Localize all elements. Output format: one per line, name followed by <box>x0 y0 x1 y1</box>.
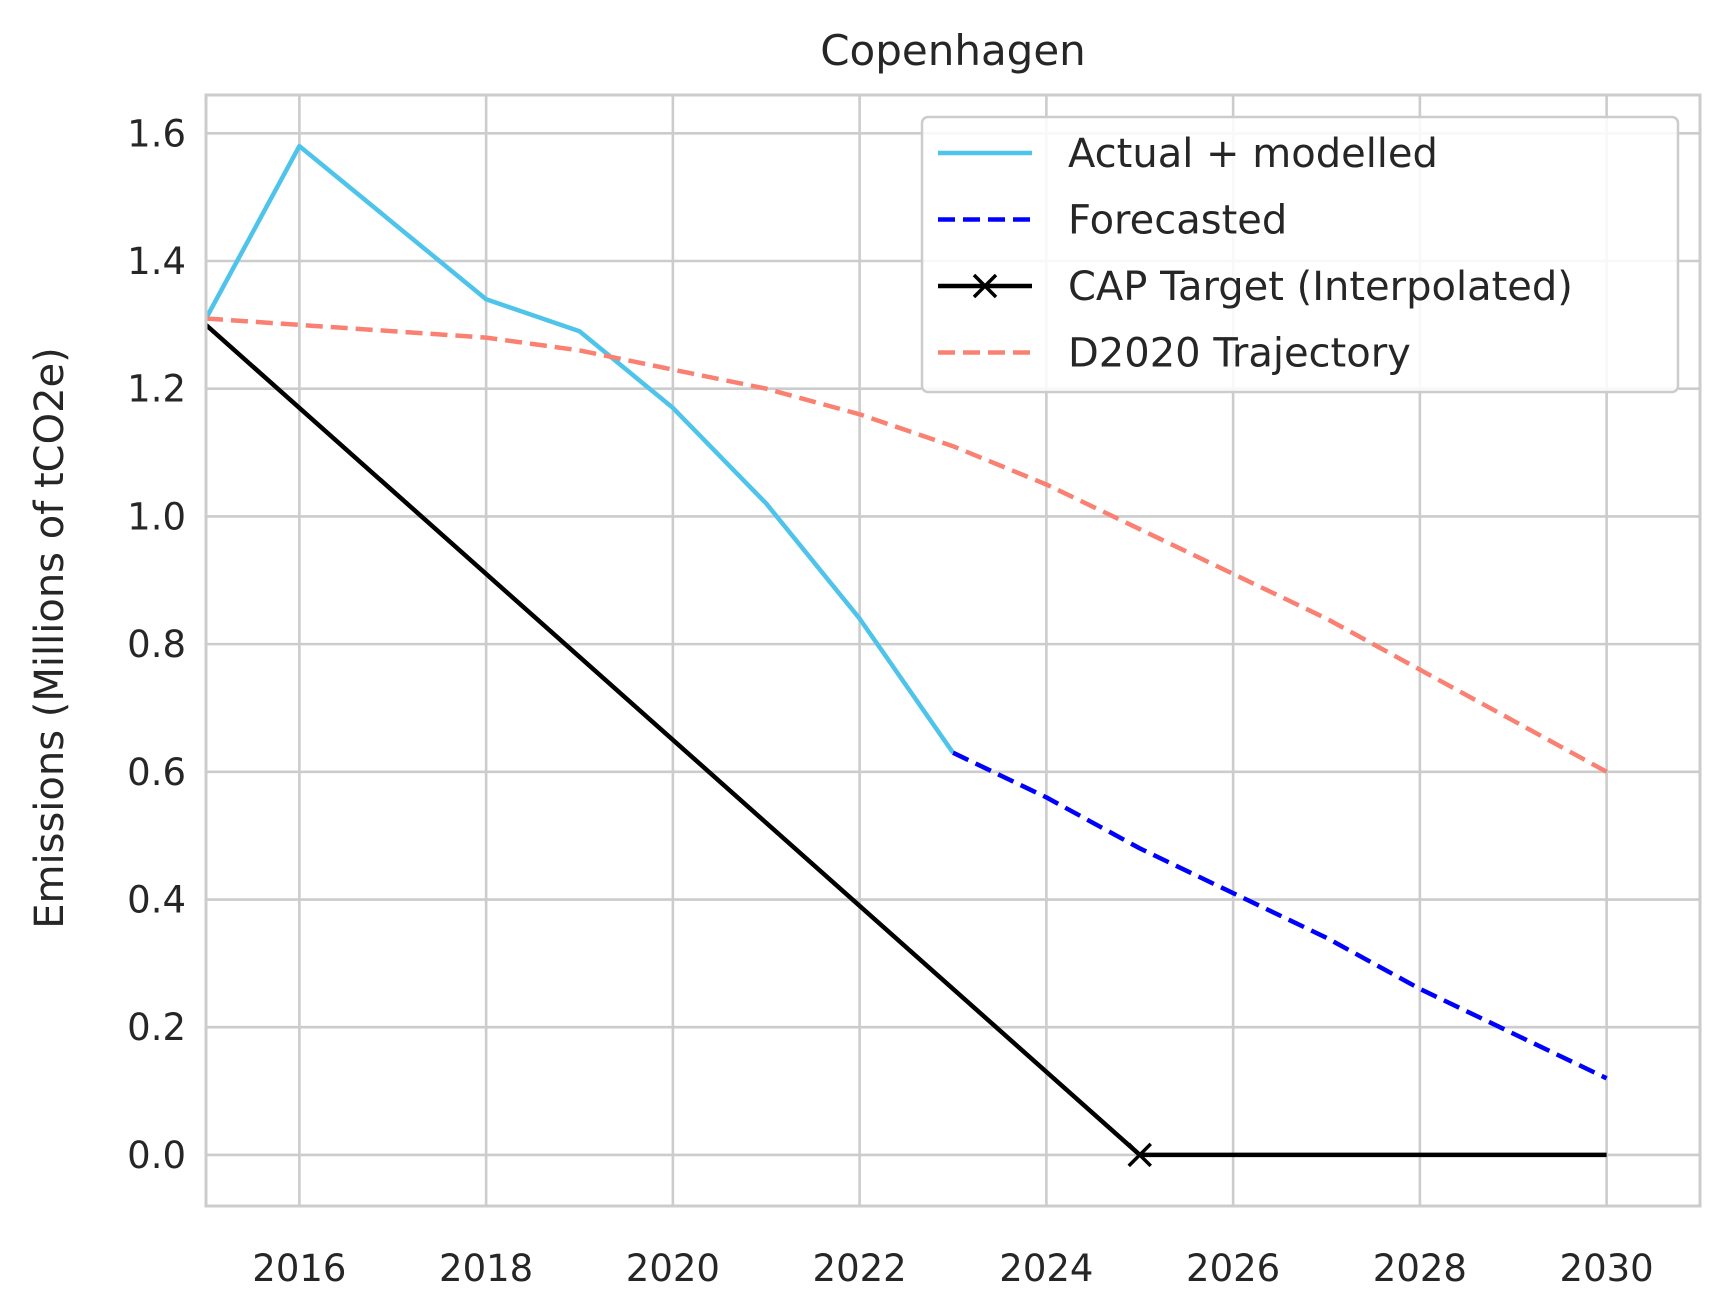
y-tick-label: 1.2 <box>127 368 186 411</box>
legend-box <box>920 115 1680 394</box>
y-tick-label: 1.0 <box>127 495 186 538</box>
x-tick-label: 2016 <box>252 1247 346 1290</box>
y-tick-label: 1.4 <box>127 240 186 283</box>
series-marker <box>1127 1142 1152 1168</box>
series-group <box>206 143 1608 1168</box>
legend-label: Forecasted <box>1068 198 1287 244</box>
legend: Actual + modelled Forecasted CAP Target (I… <box>920 115 1680 394</box>
y-tick-label: 0.0 <box>127 1134 186 1177</box>
legend-label: CAP Target (Interpolated) <box>1068 264 1573 310</box>
series-line <box>952 750 1608 1081</box>
x-tick-label: 2028 <box>1373 1247 1467 1290</box>
y-tick-label: 0.4 <box>127 879 186 922</box>
legend-marker <box>972 273 998 299</box>
x-tick-label: 2024 <box>999 1247 1093 1290</box>
y-axis-ticks: 0.0 0.2 0.4 0.6 0.8 1.0 1.2 1.4 1.6 <box>127 112 186 1177</box>
y-axis-label: Emissions (Millions of tCO2e) <box>27 347 73 929</box>
series-line <box>206 143 955 754</box>
chart-title: Copenhagen <box>820 26 1086 75</box>
y-tick-label: 0.6 <box>127 751 186 794</box>
x-axis-ticks: 2016 2018 2020 2022 2024 2026 2028 2030 <box>252 1247 1653 1290</box>
y-tick-label: 0.8 <box>127 623 186 666</box>
x-tick-label: 2020 <box>626 1247 720 1290</box>
y-tick-label: 1.6 <box>127 112 186 155</box>
legend-label: D2020 Trajectory <box>1068 331 1411 377</box>
x-tick-label: 2026 <box>1186 1247 1280 1290</box>
plot-frame <box>204 93 1702 1208</box>
x-tick-label: 2030 <box>1560 1247 1654 1290</box>
x-tick-label: 2018 <box>439 1247 533 1290</box>
y-tick-label: 0.2 <box>127 1006 186 1049</box>
series-line <box>206 316 1608 774</box>
legend-label: Actual + modelled <box>1068 131 1438 177</box>
x-tick-label: 2022 <box>813 1247 907 1290</box>
